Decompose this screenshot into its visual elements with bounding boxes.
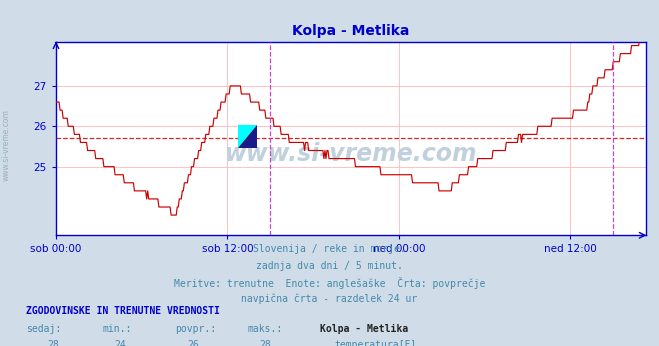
Text: navpična črta - razdelek 24 ur: navpična črta - razdelek 24 ur xyxy=(241,294,418,304)
Text: Slovenija / reke in morje.: Slovenija / reke in morje. xyxy=(253,244,406,254)
Text: 28: 28 xyxy=(260,340,272,346)
Text: www.si-vreme.com: www.si-vreme.com xyxy=(2,109,11,181)
Text: 28: 28 xyxy=(47,340,59,346)
Text: maks.:: maks.: xyxy=(247,324,282,334)
Text: temperatura[F]: temperatura[F] xyxy=(334,340,416,346)
Text: Kolpa - Metlika: Kolpa - Metlika xyxy=(320,324,408,334)
Text: povpr.:: povpr.: xyxy=(175,324,215,334)
Text: 24: 24 xyxy=(115,340,127,346)
Text: ZGODOVINSKE IN TRENUTNE VREDNOSTI: ZGODOVINSKE IN TRENUTNE VREDNOSTI xyxy=(26,306,220,316)
Text: zadnja dva dni / 5 minut.: zadnja dva dni / 5 minut. xyxy=(256,261,403,271)
Title: Kolpa - Metlika: Kolpa - Metlika xyxy=(292,24,410,38)
Polygon shape xyxy=(238,125,256,148)
Text: 26: 26 xyxy=(187,340,199,346)
Text: min.:: min.: xyxy=(102,324,132,334)
Text: Meritve: trenutne  Enote: anglešaške  Črta: povprečje: Meritve: trenutne Enote: anglešaške Črta… xyxy=(174,277,485,289)
Bar xyxy=(238,125,256,148)
Text: www.si-vreme.com: www.si-vreme.com xyxy=(225,142,477,166)
Text: sedaj:: sedaj: xyxy=(26,324,61,334)
Polygon shape xyxy=(238,125,256,148)
